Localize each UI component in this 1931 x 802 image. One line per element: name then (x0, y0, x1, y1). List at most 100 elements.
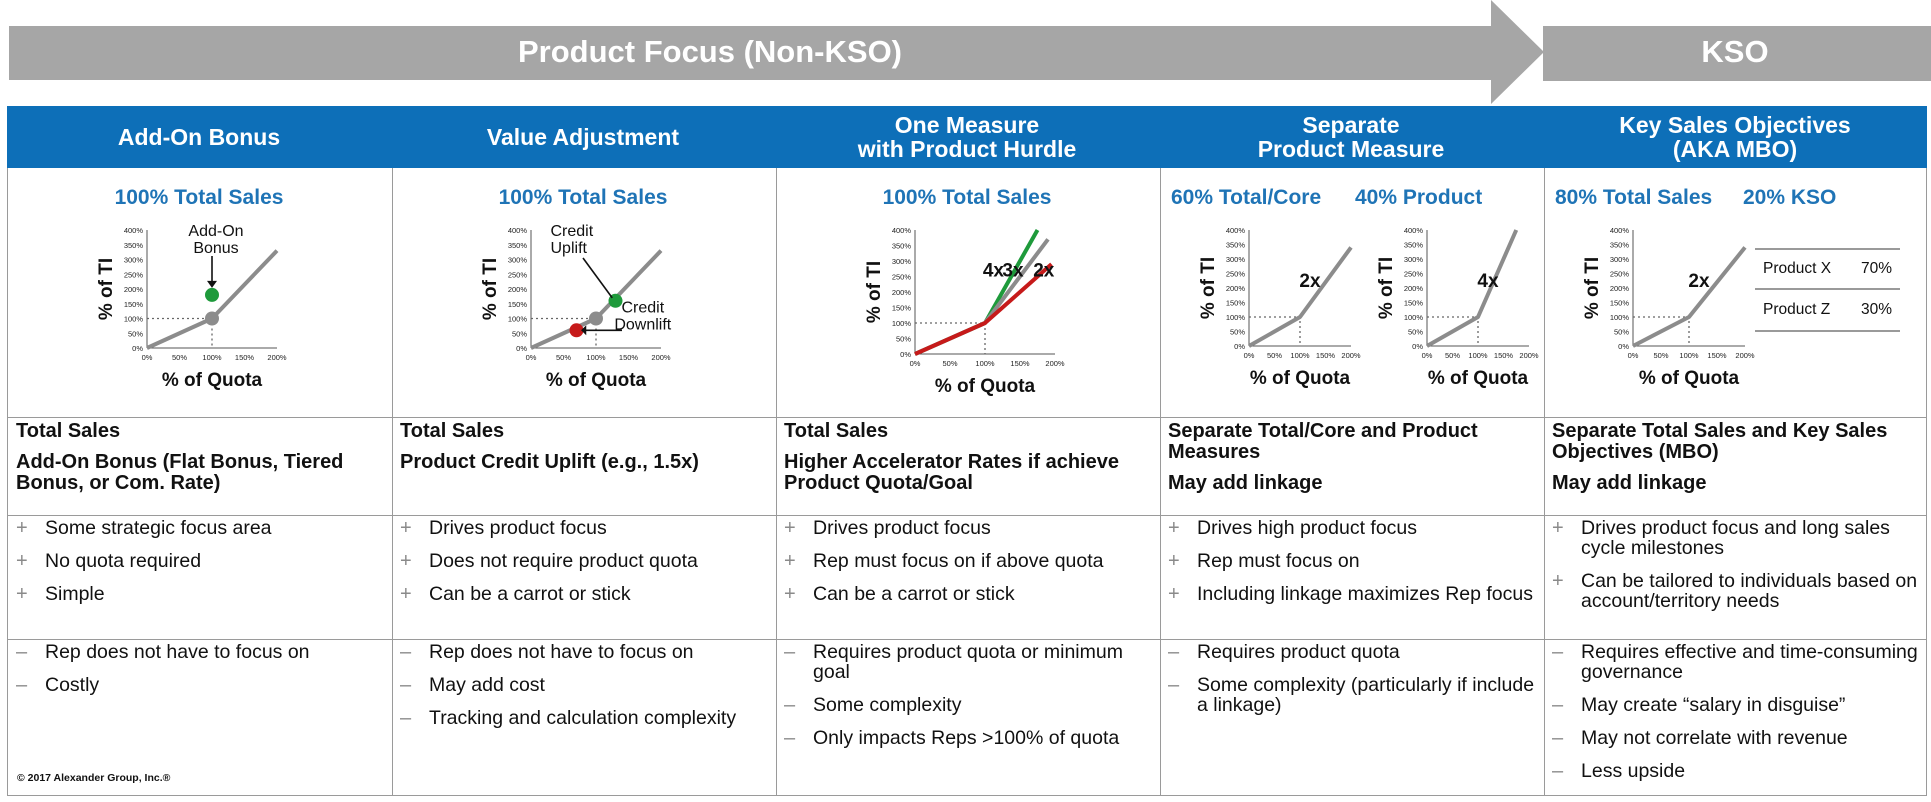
y-tick-label: 350% (892, 242, 912, 251)
column-0: Add-On Bonus 100% Total Sales 0% 50% 100% 150… (7, 106, 391, 796)
cons-list: – Requires effective and time-consuming g… (1543, 638, 1927, 796)
chart-zone: 60% Total/Core 40% Product 0% 50% 100% 150% 20… (1159, 168, 1543, 416)
y-axis-label: % of TI (864, 261, 885, 323)
item-text: Can be a carrot or stick (429, 583, 631, 605)
minus-icon: – (1552, 727, 1564, 749)
x-tick-label: 50% (556, 353, 571, 362)
rate-label: 4x (983, 261, 1005, 282)
rate-label: 2x (1299, 271, 1321, 292)
minus-icon: – (1168, 641, 1180, 663)
top-arrow-banner (9, 0, 1931, 104)
item-text: Less upside (1581, 760, 1686, 782)
minus-icon: – (784, 694, 796, 716)
y-axis-label: % of TI (1198, 257, 1219, 319)
chart-kso-total: 0% 50% 100% 150% 200% 250% 300% 350% 400% 0% 50% 10… (1582, 226, 1755, 389)
item-text: Drives high product focus (1197, 517, 1418, 539)
rate-label: 2x (1033, 261, 1055, 282)
pro-item: + Does not require product quota (400, 551, 767, 571)
y-tick-label: 0% (132, 344, 143, 353)
con-item: – May add cost (400, 675, 767, 695)
kso-banner (1543, 26, 1931, 81)
x-tick-label: 50% (1445, 351, 1460, 360)
arrow-line (582, 257, 613, 299)
data-point (205, 287, 219, 302)
plus-icon: + (784, 583, 796, 605)
pro-item: + Drives product focus (400, 518, 767, 538)
chart-title: 20% KSO (1743, 186, 1837, 209)
y-tick-label: 50% (1230, 328, 1245, 337)
item-text: Tracking and calculation complexity (429, 707, 737, 729)
description: Total Sales Higher Accelerator Rates if a… (775, 416, 1159, 514)
plus-icon: + (16, 517, 28, 539)
y-tick-label: 250% (1226, 270, 1246, 279)
y-tick-label: 350% (1226, 241, 1246, 250)
copyright-notice: © 2017 Alexander Group, Inc.® (17, 772, 171, 784)
measure-detail: Higher Accelerator Rates if achieve Prod… (784, 451, 1119, 494)
measure-detail: May add linkage (1168, 472, 1323, 494)
y-tick-label: 200% (1404, 284, 1424, 293)
annotation-credit-uplift: Credit Uplift (551, 223, 594, 257)
con-item: – Tracking and calculation complexity (400, 708, 767, 728)
description: Separate Total Sales and Key Sales Objec… (1543, 416, 1927, 514)
minus-icon: – (16, 674, 28, 696)
y-tick-label: 150% (1404, 299, 1424, 308)
x-axis-label: % of Quota (546, 370, 647, 391)
chart-title: 100% Total Sales (498, 186, 668, 209)
x-tick-label: 150% (1494, 351, 1514, 360)
pro-item: + Can be a carrot or stick (400, 584, 767, 604)
y-tick-label: 350% (1404, 241, 1424, 250)
y-tick-label: 150% (892, 304, 912, 313)
con-item: – Some complexity (784, 695, 1151, 715)
series-line (1248, 246, 1353, 348)
item-text: Drives product focus (813, 517, 991, 539)
item-text: Rep must focus on (1197, 550, 1360, 572)
y-axis-label: % of TI (1376, 257, 1397, 319)
y-tick-label: 250% (1404, 270, 1424, 279)
item-text: Can be a carrot or stick (813, 583, 1015, 605)
item-text: May add cost (429, 674, 545, 696)
pro-item: + Can be a carrot or stick (784, 584, 1151, 604)
measure-name: Separate Total Sales and Key Sales Objec… (1552, 420, 1888, 463)
y-tick-label: 200% (892, 288, 912, 297)
pro-item: + Rep must focus on if above quota (784, 551, 1151, 571)
y-tick-label: 100% (1610, 313, 1630, 322)
rate-label: 2x (1688, 271, 1710, 292)
chart-value-adjustment: 0% 50% 100% 150% 200% 250% 300% 350% 400% 0% 50% 10… (480, 223, 672, 391)
measure-name: Total Sales (16, 420, 121, 442)
y-tick-label: 250% (508, 270, 528, 279)
measure-detail: May add linkage (1552, 472, 1707, 494)
con-item: – Some complexity (particularly if includ… (1168, 675, 1535, 715)
con-item: – Less upside (1552, 761, 1919, 781)
x-tick-label: 0% (1422, 351, 1433, 360)
y-tick-label: 300% (1226, 255, 1246, 264)
y-tick-label: 0% (1234, 342, 1245, 351)
column-4: Key Sales Objectives (AKA MBO) 80% Total … (1543, 106, 1927, 796)
y-tick-label: 50% (1408, 328, 1423, 337)
series-line (1632, 246, 1747, 348)
x-tick-label: 0% (142, 353, 153, 362)
y-tick-label: 350% (1610, 241, 1630, 250)
minus-icon: – (1552, 760, 1564, 782)
plus-icon: + (400, 583, 412, 605)
minus-icon: – (1552, 694, 1564, 716)
chart-separate-core: 0% 50% 100% 150% 200% 250% 300% 350% 400% 0% 50% 10… (1198, 226, 1361, 389)
annotation-add-on-bonus: Add-On Bonus (188, 223, 243, 257)
description: Total Sales Add-On Bonus (Flat Bonus, Tie… (7, 416, 391, 514)
item-text: Simple (45, 583, 105, 605)
product-weight: 30% (1860, 301, 1892, 318)
y-axis-label: % of TI (1582, 257, 1603, 319)
minus-icon: – (784, 641, 796, 663)
pros-list: + Drives product focus + Does not require p… (391, 514, 775, 638)
pro-item: + Drives high product focus (1168, 518, 1535, 538)
plus-icon: + (400, 550, 412, 572)
item-text: Does not require product quota (429, 550, 698, 572)
arrow-head-icon (207, 280, 217, 288)
product-focus-label: Product Focus (Non-KSO) (517, 34, 903, 69)
y-tick-label: 150% (124, 300, 144, 309)
con-item: – Rep does not have to focus on (16, 642, 383, 662)
product-focus-arrow (9, 0, 1544, 104)
measure-name: Total Sales (400, 420, 505, 442)
y-tick-label: 350% (124, 241, 144, 250)
pro-item: + Can be tailored to individuals based on… (1552, 571, 1919, 611)
con-item: – Requires product quota (1168, 642, 1535, 662)
